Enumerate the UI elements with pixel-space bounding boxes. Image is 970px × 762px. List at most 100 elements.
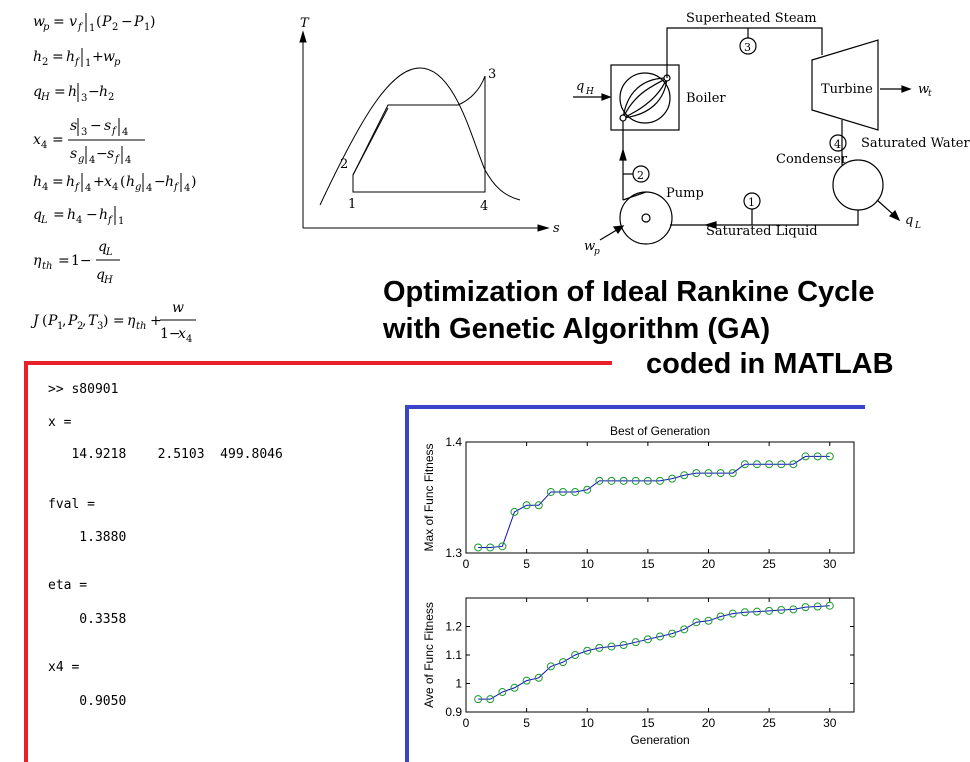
svg-text:−: − bbox=[88, 84, 100, 100]
svg-text:,: , bbox=[82, 313, 86, 329]
svg-text:3: 3 bbox=[97, 321, 103, 332]
svg-text:h: h bbox=[66, 49, 75, 65]
chart-0-point-7 bbox=[559, 487, 567, 496]
console-x4-label: x4 = bbox=[48, 660, 80, 675]
chart-1-point-7 bbox=[559, 658, 567, 667]
svg-text:h: h bbox=[67, 207, 76, 223]
chart-0-point-1 bbox=[486, 543, 495, 552]
console-fval-label: fval = bbox=[48, 497, 95, 512]
chart-1-point-16 bbox=[668, 629, 677, 638]
chart-0-point-10 bbox=[595, 476, 604, 485]
svg-text:h: h bbox=[33, 174, 42, 190]
chart-0-point-17 bbox=[680, 471, 689, 480]
svg-text:q: q bbox=[33, 207, 42, 223]
svg-text:=: = bbox=[52, 174, 64, 190]
chart-1-point-15 bbox=[656, 632, 664, 641]
svg-text:s: s bbox=[70, 118, 77, 134]
svg-text:,: , bbox=[62, 313, 66, 329]
chart-1-xtick-label-0: 0 bbox=[463, 716, 470, 730]
svg-text:2: 2 bbox=[77, 321, 83, 332]
svg-text:f: f bbox=[107, 215, 114, 226]
chart-0-point-6 bbox=[546, 487, 555, 496]
chart-0-point-4 bbox=[522, 501, 531, 510]
svg-text:4: 4 bbox=[85, 183, 91, 194]
chart-1-point-29 bbox=[825, 601, 834, 610]
chart-0-series-line bbox=[478, 455, 830, 548]
chart-0-ytick-label-0: 1.3 bbox=[445, 546, 462, 560]
console-eta-label: eta = bbox=[48, 578, 88, 593]
svg-text:2: 2 bbox=[108, 92, 114, 103]
console-eta-value: 0.3358 bbox=[48, 612, 127, 627]
svg-text:1: 1 bbox=[85, 58, 91, 69]
chart-0-point-2 bbox=[498, 542, 507, 551]
svg-text:4: 4 bbox=[146, 183, 152, 194]
svg-text:L: L bbox=[105, 247, 113, 258]
svg-text:f: f bbox=[173, 182, 180, 193]
svg-text:4: 4 bbox=[112, 182, 118, 193]
chart-0-xtick-label-4: 20 bbox=[702, 557, 716, 571]
svg-text:f: f bbox=[114, 154, 121, 165]
chart-1-point-12 bbox=[619, 641, 628, 650]
svg-text:g: g bbox=[135, 182, 141, 193]
svg-text:η: η bbox=[33, 253, 42, 269]
chart-0-point-15 bbox=[656, 476, 664, 485]
svg-text:h: h bbox=[68, 84, 77, 100]
svg-text:w: w bbox=[33, 14, 45, 30]
chart-1-ylabel: Ave of Func Fitness bbox=[422, 602, 436, 708]
chart-0-point-5 bbox=[534, 501, 543, 510]
chart-1-point-13 bbox=[631, 638, 640, 647]
chart-0-plot-area bbox=[465, 441, 855, 554]
chart-0-point-14 bbox=[643, 476, 652, 485]
chart-1-point-8 bbox=[571, 651, 580, 659]
console-fval-value: 1.3880 bbox=[48, 530, 127, 545]
chart-1-point-20 bbox=[716, 612, 725, 621]
chart-1-point-19 bbox=[704, 616, 713, 625]
svg-text:=: = bbox=[58, 253, 70, 269]
svg-text:1−: 1− bbox=[160, 326, 181, 342]
svg-text:1: 1 bbox=[144, 22, 150, 33]
svg-text:H: H bbox=[103, 275, 113, 286]
svg-text:−: − bbox=[121, 14, 133, 30]
svg-text:4: 4 bbox=[125, 155, 131, 166]
svg-text:P: P bbox=[47, 313, 58, 329]
chart-1-point-5 bbox=[534, 673, 543, 682]
chart-1-point-17 bbox=[680, 625, 689, 634]
chart-1-point-0 bbox=[474, 695, 483, 704]
chart-0-point-29 bbox=[825, 452, 834, 461]
svg-text:h: h bbox=[66, 174, 75, 190]
svg-text:4: 4 bbox=[76, 215, 82, 226]
chart-0-xtick-label-5: 25 bbox=[762, 557, 776, 571]
svg-text:2: 2 bbox=[42, 57, 48, 68]
chart-0-point-23 bbox=[753, 460, 761, 469]
svg-text:=: = bbox=[54, 84, 66, 100]
chart-1-point-14 bbox=[643, 635, 652, 644]
title-line-2: with Genetic Algorithm (GA) bbox=[383, 313, 771, 345]
chart-1-point-11 bbox=[607, 642, 616, 651]
console-x4-value: 0.9050 bbox=[48, 694, 127, 709]
svg-text:g: g bbox=[78, 154, 84, 165]
svg-text:w: w bbox=[103, 49, 115, 65]
svg-text:1: 1 bbox=[57, 321, 63, 332]
svg-text:4: 4 bbox=[122, 127, 128, 138]
chart-0-point-12 bbox=[619, 476, 628, 485]
svg-text:=: = bbox=[52, 132, 64, 148]
svg-text:=: = bbox=[53, 207, 65, 223]
chart-1-xtick-label-4: 20 bbox=[702, 716, 716, 730]
svg-text:w: w bbox=[172, 300, 184, 316]
svg-text:q: q bbox=[33, 84, 42, 100]
chart-1-point-22 bbox=[740, 608, 749, 617]
chart-0-xtick-label-0: 0 bbox=[463, 557, 470, 571]
chart-0-point-0 bbox=[474, 543, 483, 552]
svg-text:h: h bbox=[99, 84, 108, 100]
svg-text:s: s bbox=[70, 146, 77, 162]
svg-text:p: p bbox=[114, 57, 121, 68]
blue-bracket-top bbox=[405, 405, 865, 409]
chart-1-ytick-label-1: 1 bbox=[455, 677, 462, 691]
svg-text:3: 3 bbox=[81, 93, 87, 104]
svg-text:(: ( bbox=[96, 14, 101, 30]
chart-0-point-9 bbox=[583, 485, 592, 494]
svg-text:−: − bbox=[90, 118, 102, 134]
